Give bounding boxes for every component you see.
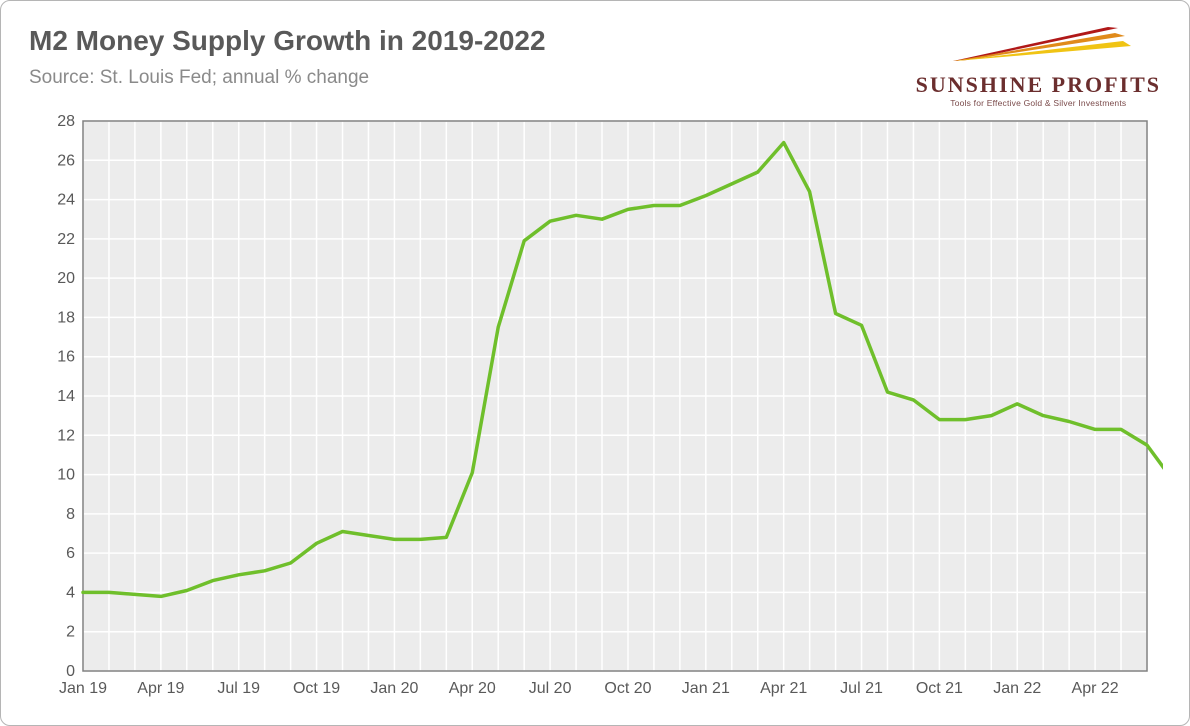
chart-card: M2 Money Supply Growth in 2019-2022 Sour…	[0, 0, 1190, 726]
y-tick-label: 14	[57, 388, 75, 405]
x-tick-label: Jul 21	[840, 680, 883, 697]
x-tick-label: Jan 20	[370, 680, 418, 697]
x-tick-label: Oct 20	[604, 680, 651, 697]
y-tick-label: 6	[66, 545, 75, 562]
x-tick-label: Jan 21	[682, 680, 730, 697]
x-tick-label: Apr 21	[760, 680, 807, 697]
y-tick-label: 26	[57, 152, 75, 169]
y-tick-label: 12	[57, 427, 75, 444]
chart-area: 0246810121416182022242628Jan 19Apr 19Jul…	[29, 113, 1161, 709]
y-tick-label: 4	[66, 584, 75, 601]
x-tick-label: Apr 20	[449, 680, 496, 697]
y-tick-label: 18	[57, 309, 75, 326]
y-tick-label: 24	[57, 192, 75, 209]
x-tick-label: Jan 22	[993, 680, 1041, 697]
y-tick-label: 16	[57, 349, 75, 366]
x-tick-label: Jul 19	[217, 680, 260, 697]
header: M2 Money Supply Growth in 2019-2022 Sour…	[29, 21, 1161, 113]
sun-rays-icon	[933, 23, 1143, 65]
y-tick-label: 8	[66, 506, 75, 523]
brand-tagline: Tools for Effective Gold & Silver Invest…	[916, 98, 1161, 108]
x-tick-label: Jul 20	[529, 680, 572, 697]
brand-logo: SUNSHINE PROFITS Tools for Effective Gol…	[916, 23, 1161, 108]
x-axis: Jan 19 Apr 19 Jul 19 Oct 19 Jan 20 Apr 20 Jul …	[59, 680, 1119, 697]
y-tick-label: 10	[57, 467, 75, 484]
x-tick-label: Oct 19	[293, 680, 340, 697]
y-tick-label: 20	[57, 270, 75, 287]
y-tick-label: 0	[66, 663, 75, 680]
y-tick-label: 2	[66, 624, 75, 641]
x-tick-label: Apr 22	[1072, 680, 1119, 697]
x-tick-label: Apr 19	[137, 680, 184, 697]
x-tick-label: Oct 21	[916, 680, 963, 697]
y-axis: 0246810121416182022242628	[57, 113, 75, 680]
y-tick-label: 28	[57, 113, 75, 130]
line-chart-svg: 0246810121416182022242628Jan 19Apr 19Jul…	[29, 113, 1163, 709]
x-tick-label: Jan 19	[59, 680, 107, 697]
y-tick-label: 22	[57, 231, 75, 248]
brand-name: SUNSHINE PROFITS	[916, 72, 1161, 98]
